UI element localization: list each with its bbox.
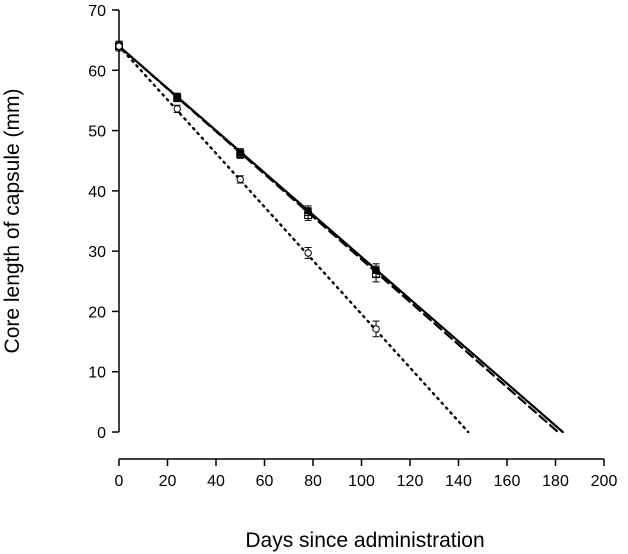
x-tick-label: 100 — [348, 473, 375, 490]
data-point-open-circle — [115, 42, 123, 50]
y-tick-label: 70 — [88, 3, 106, 20]
series-line-dotted — [117, 44, 470, 434]
x-axis-title: Days since administration — [245, 529, 484, 552]
y-tick-label: 30 — [88, 244, 106, 261]
x-tick-label: 60 — [256, 473, 274, 490]
x-tick-label: 140 — [445, 473, 472, 490]
y-tick-label: 10 — [88, 365, 106, 382]
data-points — [115, 40, 381, 338]
y-tick-label: 0 — [97, 425, 106, 442]
x-tick-label: 180 — [542, 473, 569, 490]
data-point-open-circle — [236, 175, 244, 184]
data-point-open-square — [304, 210, 313, 219]
x-tick-label: 160 — [494, 473, 521, 490]
data-point-open-square — [372, 270, 381, 279]
y-tick-label: 20 — [88, 304, 106, 321]
y-tick-label: 40 — [88, 184, 106, 201]
series-lines — [117, 44, 564, 434]
data-point-open-circle — [372, 325, 380, 333]
x-tick-label: 80 — [304, 473, 322, 490]
data-point-open-circle — [304, 249, 312, 257]
data-point-open-square — [173, 94, 182, 103]
data-point-open-square — [236, 150, 245, 159]
x-tick-label: 40 — [207, 473, 225, 490]
y-tick-label: 50 — [88, 124, 106, 141]
x-tick-label: 0 — [115, 473, 124, 490]
x-tick-label: 20 — [159, 473, 177, 490]
y-axis-title: Core length of capsule (mm) — [1, 89, 24, 354]
axes: 0 10 20 30 40 50 60 70 0 20 40 60 80 100 120 140 160 180 2… — [88, 3, 617, 490]
x-tick-label: 200 — [591, 473, 618, 490]
y-tick-label: 60 — [88, 63, 106, 80]
series-line-dashed — [117, 45, 560, 434]
data-point-open-circle — [173, 105, 181, 113]
x-tick-label: 120 — [397, 473, 424, 490]
